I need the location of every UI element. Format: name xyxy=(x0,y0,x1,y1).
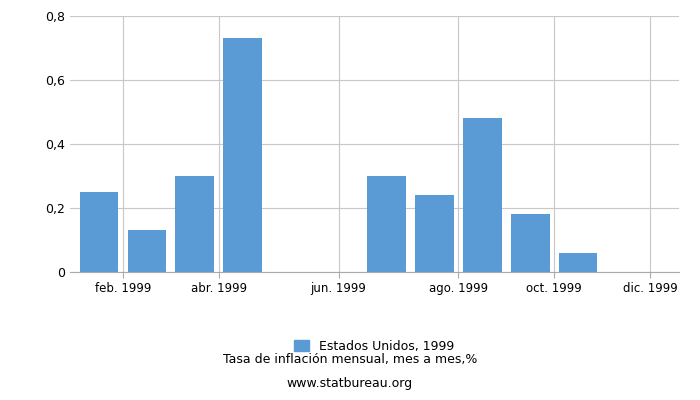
Bar xyxy=(463,118,502,272)
Text: www.statbureau.org: www.statbureau.org xyxy=(287,378,413,390)
Text: Tasa de inflación mensual, mes a mes,%: Tasa de inflación mensual, mes a mes,% xyxy=(223,354,477,366)
Bar xyxy=(511,214,550,272)
Bar xyxy=(559,253,598,272)
Bar xyxy=(223,38,262,272)
Bar xyxy=(368,176,406,272)
Bar xyxy=(80,192,118,272)
Bar xyxy=(176,176,214,272)
Legend: Estados Unidos, 1999: Estados Unidos, 1999 xyxy=(289,334,460,358)
Bar xyxy=(415,195,454,272)
Bar xyxy=(127,230,166,272)
